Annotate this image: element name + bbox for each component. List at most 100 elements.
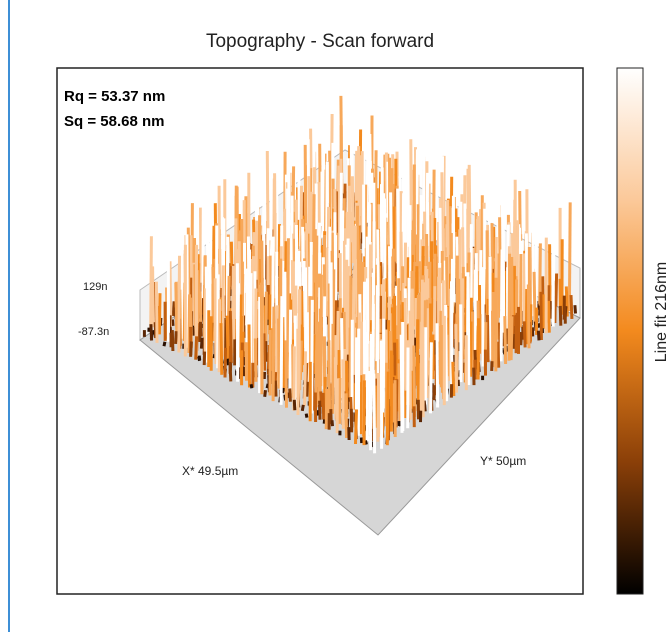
surface-spike [361,391,362,434]
surface-spike [346,393,347,438]
surface-spike [378,383,379,442]
surface-spike [511,316,512,360]
x-axis-label: X* 49.5µm [182,464,238,478]
surface-spike [294,400,295,410]
surface-spike [456,324,457,393]
surface-spike [524,321,525,347]
surface-spike [281,296,282,405]
surface-spike [176,331,177,344]
surface-spike [302,405,303,411]
surface-spike [182,234,183,339]
surface-spike [159,293,160,334]
surface-spike [560,306,561,326]
surface-spike [575,305,576,313]
sq-stat: Sq = 58.68 nm [64,113,164,130]
z-min-label: -87.3n [78,326,109,338]
surface-spike [356,409,357,444]
surface-spike [352,176,353,263]
surface-spike [541,292,542,340]
surface-spike [539,323,540,327]
rq-stat: Rq = 53.37 nm [64,88,165,105]
surface-spike [275,381,276,397]
surface-spike [501,250,502,362]
surface-spike [405,391,406,418]
surface-spike [324,152,325,232]
colorbar-label: Line fit 216nm [653,262,670,363]
surface-spike [549,301,550,333]
surface-spike [366,441,367,445]
surface-spike [436,158,437,245]
surface-spike [335,300,336,338]
surface-spike [571,295,572,319]
surface-spike [227,316,228,362]
surface-spike [151,236,152,328]
plot-view: Topography - Scan forward Rq = 53.37 nm … [0,0,670,632]
surface-spike [273,307,274,402]
z-max-label: 129n [83,281,107,293]
surface-spike [468,277,469,385]
surface-spike [509,254,510,361]
surface-spike [569,202,570,311]
surface-spike [437,323,438,407]
surface-spike [332,420,333,426]
surface-spike [521,332,522,345]
surface-spike [488,315,489,362]
surface-spike [526,289,527,344]
surface-spike [401,335,402,433]
surface-spike [156,282,157,343]
surface-spike [225,348,226,378]
surface-spike [266,292,267,346]
surface-spike [414,346,415,417]
surface-spike [399,363,400,425]
surface-spike [370,371,371,450]
surface-spike [383,319,384,420]
surface-spike [164,342,165,346]
surface-spike [199,357,200,361]
surface-spike [505,316,506,364]
surface-spike [534,272,535,324]
surface-spike [374,374,375,454]
surface-spike [528,285,529,349]
surface-spike [200,322,201,342]
surface-spike [387,372,388,446]
surface-spike [264,333,265,370]
surface-spike [423,327,424,418]
surface-spike [153,266,154,327]
surface-spike [193,327,194,336]
surface-spike [179,256,180,353]
surface-spike [251,384,252,388]
surface-spike [343,359,344,429]
surface-spike [173,301,174,316]
surface-spike [498,342,499,368]
surface-spike [434,385,435,400]
surface-spike [326,389,327,429]
surface-spike [191,342,192,357]
surface-spike [255,339,256,382]
surface-spike [249,325,250,388]
surface-spike [478,318,479,379]
surface-spike [225,296,226,318]
surface-spike [257,338,258,365]
surface-spike [221,323,222,375]
y-axis-label: Y* 50µm [480,454,526,468]
surface-spike [172,330,173,351]
surface-spike [305,351,306,406]
surface-spike [215,278,216,364]
surface-spike [265,390,266,397]
colorbar [617,68,643,594]
title: Topography - Scan forward [206,31,434,52]
surface-spike [230,362,231,382]
surface-spike [196,336,197,359]
surface-spike [290,310,291,394]
surface-spike [151,324,152,340]
surface-spike [238,283,239,382]
surface-spike [555,291,556,324]
surface-spike [286,340,287,407]
surface-spike [455,278,456,294]
surface-spike [261,283,262,395]
surface-spike [329,340,330,416]
surface-spike [323,393,324,420]
surface-spike [538,331,539,341]
surface-spike [307,382,308,397]
surface-spike [201,338,202,349]
